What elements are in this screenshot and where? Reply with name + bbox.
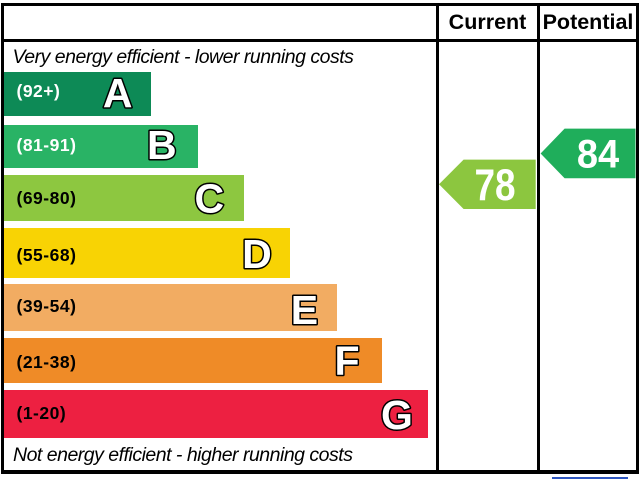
svg-text:B: B <box>147 122 177 168</box>
svg-text:G: G <box>381 392 413 438</box>
svg-text:E: E <box>291 287 318 333</box>
svg-text:C: C <box>194 176 224 222</box>
svg-text:78: 78 <box>474 160 515 210</box>
svg-text:D: D <box>242 231 272 277</box>
svg-text:84: 84 <box>577 133 620 177</box>
svg-text:A: A <box>103 70 133 116</box>
svg-text:F: F <box>335 338 360 384</box>
